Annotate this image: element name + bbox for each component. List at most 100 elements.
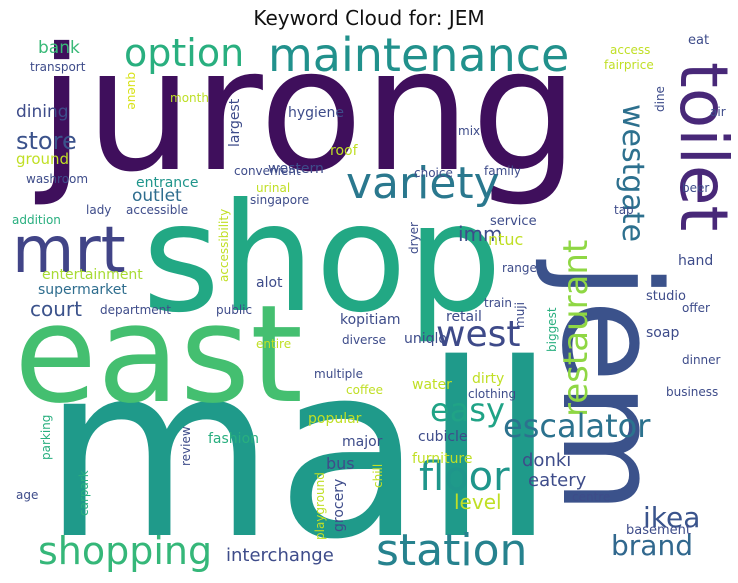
word-public: public <box>216 303 253 317</box>
word-tap: tap <box>614 203 634 217</box>
word-toilet: toilet <box>665 62 732 232</box>
word-variety: variety <box>346 158 500 209</box>
word-soap: soap <box>646 325 680 341</box>
word-carpark: carpark <box>77 470 91 516</box>
word-maintenance: maintenance <box>268 32 570 82</box>
word-water: water <box>412 377 452 393</box>
word-bus: bus <box>326 454 355 473</box>
word-parking: parking <box>39 414 53 460</box>
word-westgate: westgate <box>615 104 650 243</box>
word-beer: beer <box>682 181 710 195</box>
word-court: court <box>30 297 82 321</box>
word-access: access <box>610 43 651 57</box>
word-outlet: outlet <box>132 186 182 206</box>
word-entrance: entrance <box>136 175 199 191</box>
word-entertainment: entertainment <box>42 267 143 283</box>
word-donki: donki <box>522 450 572 471</box>
word-playground: playground <box>313 472 327 540</box>
word-air: air <box>710 105 726 119</box>
word-floor: floor <box>419 454 510 500</box>
word-biggest: biggest <box>545 307 559 352</box>
word-range: range <box>502 261 537 275</box>
word-shop: shop <box>142 172 503 346</box>
word-mrt: mrt <box>12 214 126 288</box>
word-station: station <box>376 525 528 576</box>
word-brand: brand <box>611 529 693 562</box>
word-hygiene: hygiene <box>288 105 345 121</box>
word-escalator: escalator <box>503 407 651 445</box>
word-interchange: interchange <box>226 545 334 566</box>
word-centre: centre <box>572 490 611 504</box>
word-restaurant: restaurant <box>556 239 596 417</box>
word-age: age <box>16 488 39 502</box>
word-service: service <box>490 214 537 229</box>
word-dryer: dryer <box>407 222 421 254</box>
word-diverse: diverse <box>342 333 387 347</box>
word-studio: studio <box>646 289 686 304</box>
word-western: western <box>268 161 324 177</box>
word-choice: choice <box>414 166 453 180</box>
word-entire: entire <box>256 337 292 351</box>
word-family: family <box>484 164 522 178</box>
word-retail: retail <box>446 309 482 325</box>
word-option: option <box>124 32 245 75</box>
word-shopping: shopping <box>38 529 213 573</box>
word-mix: mix <box>458 124 481 138</box>
word-queue: queue <box>125 72 139 110</box>
word-ikea: ikea <box>643 501 701 534</box>
word-ntuc: ntuc <box>488 230 524 249</box>
word-offer: offer <box>682 301 710 315</box>
word-uniqlo: uniqlo <box>404 331 447 347</box>
word-store: store <box>16 127 77 155</box>
word-largest: largest <box>227 98 243 147</box>
word-business: business <box>666 385 719 399</box>
word-cloud: jurong mall shop east jem toilet mainten… <box>6 32 732 578</box>
word-train: train <box>484 296 512 310</box>
word-level: level <box>454 490 502 514</box>
word-accessibility: accessibility <box>217 208 231 282</box>
word-mall: mall <box>42 312 557 578</box>
word-popular: popular <box>308 411 362 427</box>
word-department: department <box>100 303 171 317</box>
word-east: east <box>14 276 304 433</box>
word-roof: roof <box>330 143 358 159</box>
word-singapore: singapore <box>250 193 310 207</box>
word-supermarket: supermarket <box>38 282 127 298</box>
word-fairprice: fairprice <box>604 58 654 72</box>
word-washroom: washroom <box>26 172 89 186</box>
word-dining: dining <box>16 102 69 122</box>
word-lady: lady <box>86 203 112 217</box>
word-clothing: clothing <box>468 387 517 401</box>
word-imm: imm <box>458 222 503 246</box>
word-hand: hand <box>678 253 714 269</box>
word-review: review <box>179 426 193 466</box>
word-jurong: jurong <box>38 32 579 210</box>
word-basement: basement <box>626 523 691 538</box>
chart-title: Keyword Cloud for: JEM <box>253 6 485 30</box>
word-west: west <box>436 314 521 355</box>
word-major: major <box>342 434 383 450</box>
word-grocery: grocery <box>331 478 347 532</box>
word-dine: dine <box>653 86 667 112</box>
word-coffee: coffee <box>346 383 383 397</box>
word-convenient: convenient <box>234 164 301 178</box>
word-eatery: eatery <box>528 470 587 491</box>
word-kopitiam: kopitiam <box>340 312 401 328</box>
word-chill: chill <box>371 463 385 488</box>
word-accessible: accessible <box>126 203 189 217</box>
word-month: month <box>170 91 209 105</box>
word-eat: eat <box>688 33 710 48</box>
word-muji: muji <box>513 302 527 328</box>
word-transport: transport <box>30 60 86 74</box>
word-urinal: urinal <box>256 181 291 195</box>
word-fashion: fashion <box>208 431 260 447</box>
word-easy: easy <box>430 391 505 429</box>
word-furniture: furniture <box>412 451 473 467</box>
word-cubicle: cubicle <box>418 429 468 445</box>
word-dirty: dirty <box>472 371 505 387</box>
word-addition: addition <box>12 213 61 227</box>
word-bank: bank <box>38 38 80 58</box>
word-ground: ground <box>16 150 70 168</box>
word-multiple: multiple <box>314 367 364 381</box>
word-dinner: dinner <box>682 353 721 367</box>
